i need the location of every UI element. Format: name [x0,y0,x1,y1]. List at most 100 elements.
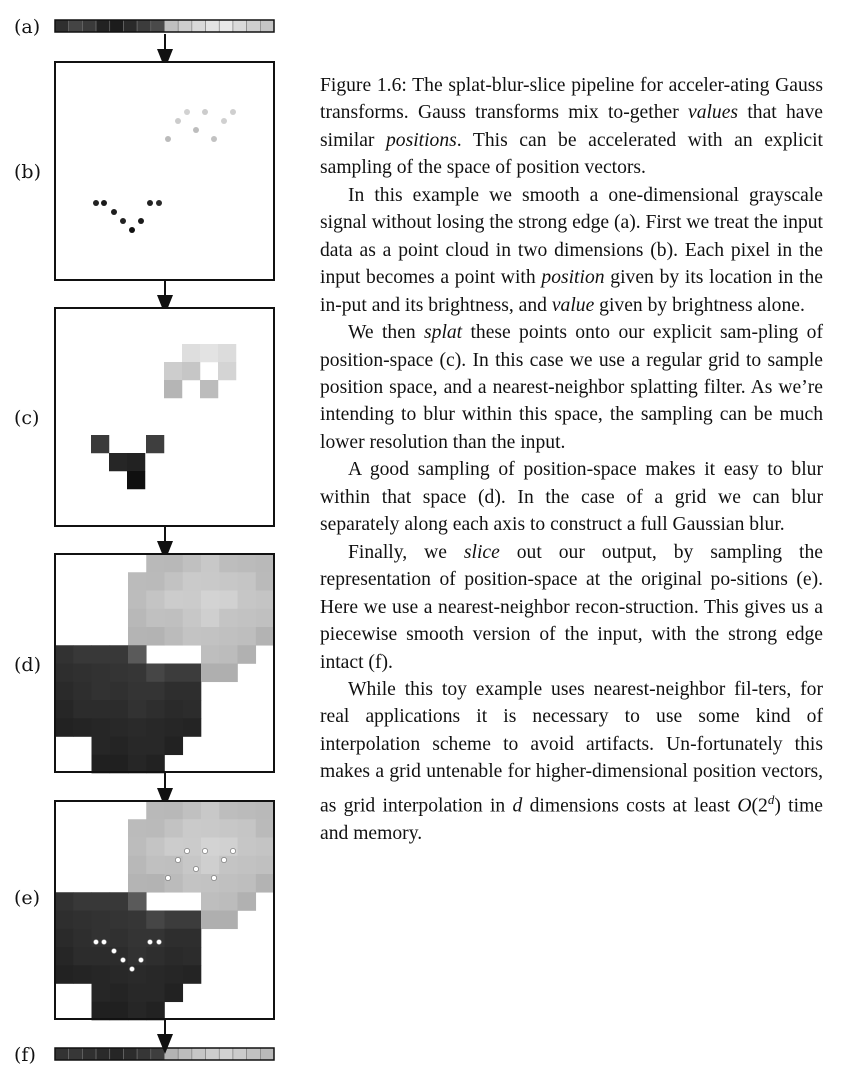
blur-cell [91,663,111,683]
data-point [175,118,181,124]
data-point [138,218,144,224]
input-signal-cell [68,19,83,33]
blur-cell [164,590,184,610]
data-point [230,109,236,115]
blur-cell [91,1001,111,1021]
blur-cell [255,554,275,573]
blur-cell [182,572,202,591]
caption-text: A good sampling of position-space makes … [320,459,823,536]
blur-cell [128,627,147,646]
blur-cell [237,645,257,664]
blur-cell [182,874,202,893]
blur-cell [146,965,165,984]
caption-text: out our output, by sampling the represen… [320,541,823,673]
blur-cell [182,910,202,930]
slice-point [129,966,135,972]
output-signal-cell [95,1047,111,1061]
blur-cell [146,736,165,756]
caption-text: that have similar [320,102,823,151]
blur-cell [109,928,129,948]
blur-cell [255,819,275,838]
blur-cell [109,983,129,1003]
blur-cell [146,754,165,774]
input-signal-cell [218,19,234,33]
caption-emphasis: value [551,294,595,316]
blur-cell [55,910,74,930]
blur-cell [164,819,184,838]
blur-cell [128,947,147,966]
input-signal-border [54,19,275,33]
blur-cell [182,663,202,683]
blur-cell [55,645,74,664]
caption-text: Finally, we [348,541,464,563]
blur-cell [201,554,220,573]
slice-point [120,957,126,963]
blur-cell [182,819,202,838]
caption-text: While this toy example uses nearest-neig… [320,678,823,817]
slice-point [111,948,117,954]
blur-cell [201,590,220,610]
blur-cell [91,645,111,664]
blur-cell [146,700,165,719]
blur-cell [146,837,165,857]
splat-cell [164,362,183,381]
panel-label-a: (a) [14,16,41,38]
blur-cell [201,627,220,646]
caption-text: dimensions costs at least [522,795,738,817]
blur-cell [109,892,129,911]
panel-label-e: (e) [14,887,41,909]
caption-paragraph: While this toy example uses nearest-neig… [320,676,823,847]
blur-cell [128,928,147,948]
blur-cell [55,700,74,719]
input-signal-cell [95,19,111,33]
blur-cell [182,928,202,948]
blur-cell [219,608,238,628]
splat-cell [182,362,201,381]
blur-cell [55,892,74,911]
caption-emphasis: splat [424,322,463,344]
slice-point [202,848,208,854]
blur-cell [128,1001,147,1021]
panel-b-point-cloud [54,61,275,281]
blur-cell [146,819,165,838]
blur-cell [237,590,257,610]
blur-cell [164,928,184,948]
blur-cell [182,554,202,573]
blur-cell [201,855,220,875]
blur-cell [201,645,220,664]
output-signal-cell [191,1047,206,1061]
blur-cell [219,590,238,610]
blur-cell [73,947,92,966]
splat-cell [200,344,219,363]
blur-cell [219,554,238,573]
blur-cell [128,700,147,719]
output-signal-cell [68,1047,83,1061]
blur-cell [73,965,92,984]
slice-point [93,939,99,945]
input-signal-cell [136,19,152,33]
blur-cell [182,965,202,984]
blur-cell [164,736,184,756]
data-point [211,136,217,142]
splat-cell [127,453,146,472]
panel-label-b: (b) [14,161,41,183]
blur-cell [128,736,147,756]
output-signal-cell [109,1047,124,1061]
blur-cell [146,608,165,628]
caption-text: We then [348,322,425,344]
pipeline-figure [54,19,275,1061]
blur-cell [255,590,275,610]
data-point [156,200,162,206]
data-point [120,218,126,224]
splat-cell [127,471,146,490]
blur-cell [201,910,220,930]
caption-text: these points onto our explicit sam-pling… [320,322,823,453]
output-signal-cell [177,1047,193,1061]
blur-cell [146,801,165,820]
blur-cell [201,801,220,820]
blur-cell [255,837,275,857]
splat-cell [200,380,219,399]
slice-point [156,939,162,945]
output-signal-cell [246,1047,261,1061]
output-signal-cell [164,1047,179,1061]
